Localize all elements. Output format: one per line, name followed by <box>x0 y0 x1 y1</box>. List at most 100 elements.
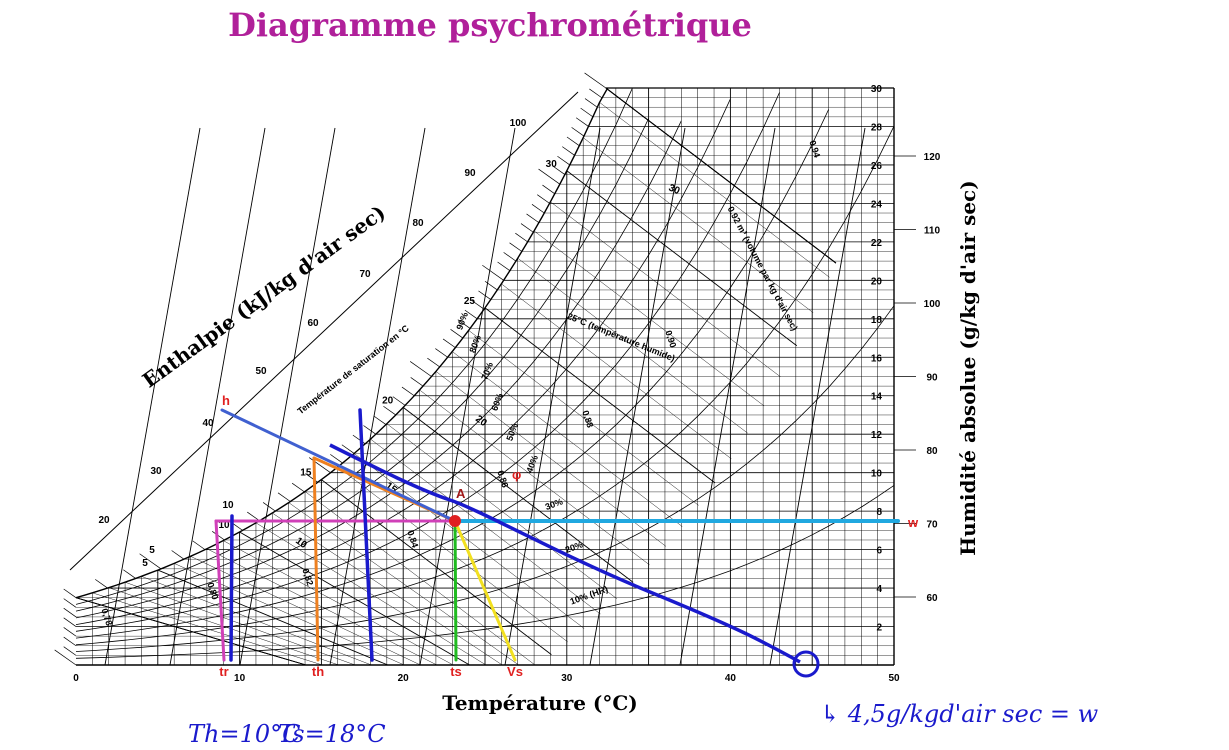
marker-w: w <box>907 515 919 530</box>
dry-bulb-line <box>453 519 458 662</box>
enthalpy-diagonal <box>108 587 339 666</box>
enthalpy-diagonal <box>468 330 699 506</box>
enthalpy-projection-line <box>220 408 457 523</box>
enthalpy-scale-tick <box>409 361 432 377</box>
enthalpy-scale-tick <box>509 242 523 252</box>
enthalpy-diagonal <box>239 531 470 666</box>
temperature-tick-label: 0 <box>73 673 79 684</box>
enthalpy-tick-label: 40 <box>202 418 214 429</box>
specific-volume-label: 0,80 <box>205 581 220 601</box>
enthalpy-diagonal <box>255 522 487 666</box>
saturation-curve-label: Température de saturation en °C <box>296 323 412 416</box>
enthalpy-scale-tick <box>63 636 77 647</box>
specific-volume-projection-line <box>453 519 517 662</box>
enthalpy-scale-tick <box>538 168 561 185</box>
specific-volume-line <box>239 127 336 666</box>
enthalpy-scale-tick <box>247 511 260 522</box>
relative-humidity-curve <box>75 485 895 659</box>
handwritten-w-note: ↳ 4,5g/kgd'air sec = w <box>820 700 1099 728</box>
enthalpy-scale-tick <box>471 300 485 310</box>
handwritten-wet-bulb-line <box>358 408 374 662</box>
humidity-tick-label: 18 <box>871 315 883 326</box>
enthalpy-scale-tick <box>580 107 594 118</box>
relative-humidity-label: 60% <box>489 392 505 412</box>
chart-grid <box>54 72 895 666</box>
enthalpy-scale-tick <box>531 204 545 214</box>
wet-bulb-vertical-line <box>312 456 320 662</box>
specific-volume-line <box>679 127 776 666</box>
specific-volume-line <box>504 127 601 666</box>
relative-humidity-label: 10% (HR) <box>569 584 610 607</box>
enthalpy-scale-tick <box>171 550 185 560</box>
handwritten-circle-marker <box>792 650 820 678</box>
humidity-tick-label: 22 <box>871 238 883 249</box>
enthalpy-scale-tick <box>401 386 415 397</box>
enthalpy-tick-label: 20 <box>98 515 110 526</box>
saturation-temp-label: 15 <box>300 468 312 479</box>
enthalpy-diagonal <box>517 258 748 434</box>
enthalpy-scale-tick <box>63 607 77 618</box>
enthalpy-diagonal <box>353 453 585 629</box>
specific-volume-label: 0,86 <box>495 469 510 489</box>
dew-point-vertical-line <box>214 519 226 662</box>
temperature-tick-label: 50 <box>888 673 900 684</box>
phi-label: φ <box>512 467 521 482</box>
handwritten-curve <box>329 443 801 664</box>
saturation-temp-label: 30 <box>546 159 558 170</box>
right-enthalpy-tick-label: 100 <box>924 299 941 310</box>
saturation-temp-label: 5 <box>142 558 148 569</box>
specific-volume-label: 0,90 <box>663 329 678 349</box>
enthalpy-scale-tick <box>95 579 108 589</box>
humidity-tick-label: 12 <box>871 430 883 441</box>
humidity-tick-label: 10 <box>871 469 883 480</box>
enthalpy-diagonal <box>386 423 617 599</box>
humidity-tick-label: 28 <box>871 122 883 133</box>
enthalpy-scale-line <box>69 91 579 571</box>
enthalpy-scale-tick <box>139 553 162 570</box>
relative-humidity-label: 90% <box>454 311 470 331</box>
enthalpy-scale-tick <box>277 492 291 502</box>
enthalpy-scale-tick <box>192 540 206 550</box>
temperature-tick-label: 40 <box>725 673 737 684</box>
marker-h: h <box>222 393 230 408</box>
enthalpy-diagonal <box>533 230 765 407</box>
x-axis-label: Température (°C) <box>442 691 638 715</box>
wet-bulb-30-label: 30 <box>667 183 682 198</box>
enthalpy-tick-label: 50 <box>255 366 267 377</box>
handwritten-ts-note: Ts=18°C <box>278 720 386 748</box>
enthalpy-tick-label: 10 <box>222 500 234 511</box>
enthalpy-scale-tick <box>63 617 77 627</box>
relative-humidity-curve <box>75 125 895 646</box>
enthalpy-scale-tick <box>63 646 77 656</box>
enthalpy-tick-label: 60 <box>307 318 319 329</box>
humidity-tick-label: 4 <box>876 584 882 595</box>
enthalpy-scale-tick <box>410 377 424 387</box>
enthalpy-diagonal <box>174 563 405 666</box>
wet-bulb-label: 20 <box>473 414 489 430</box>
enthalpy-scale-tick <box>566 136 580 146</box>
enthalpy-scale-tick <box>212 530 225 541</box>
enthalpy-scale-tick <box>123 569 136 579</box>
enthalpy-diagonal <box>452 351 683 527</box>
enthalpy-scale-tick <box>63 627 77 637</box>
enthalpy-diagonal <box>75 597 307 666</box>
enthalpy-diagonal <box>272 512 503 666</box>
specific-volume-line <box>769 127 866 666</box>
specific-volume-label: 0.92 m³ (volume par kg d'air sec) <box>726 205 800 333</box>
annotation-overlay: Aφ h tr th ts Vs w <box>214 393 919 679</box>
specific-volume-line <box>589 127 686 666</box>
humidity-tick-label: 16 <box>871 353 883 364</box>
humidity-tick-label: 6 <box>876 546 882 557</box>
right-enthalpy-tick-label: 80 <box>926 446 938 457</box>
enthalpy-scale-tick <box>503 252 517 262</box>
handwritten-th-note: Th=10°C <box>188 720 300 748</box>
saturation-temp-label: 10 <box>218 520 230 531</box>
enthalpy-scale-tick <box>584 72 607 89</box>
enthalpy-diagonal <box>484 307 716 484</box>
enthalpy-scale-tick <box>542 184 555 195</box>
enthalpy-scale-tick <box>435 348 448 358</box>
enthalpy-tick-label: 80 <box>412 218 424 229</box>
specific-volume-line <box>104 127 201 666</box>
enthalpy-diagonal <box>501 283 732 460</box>
